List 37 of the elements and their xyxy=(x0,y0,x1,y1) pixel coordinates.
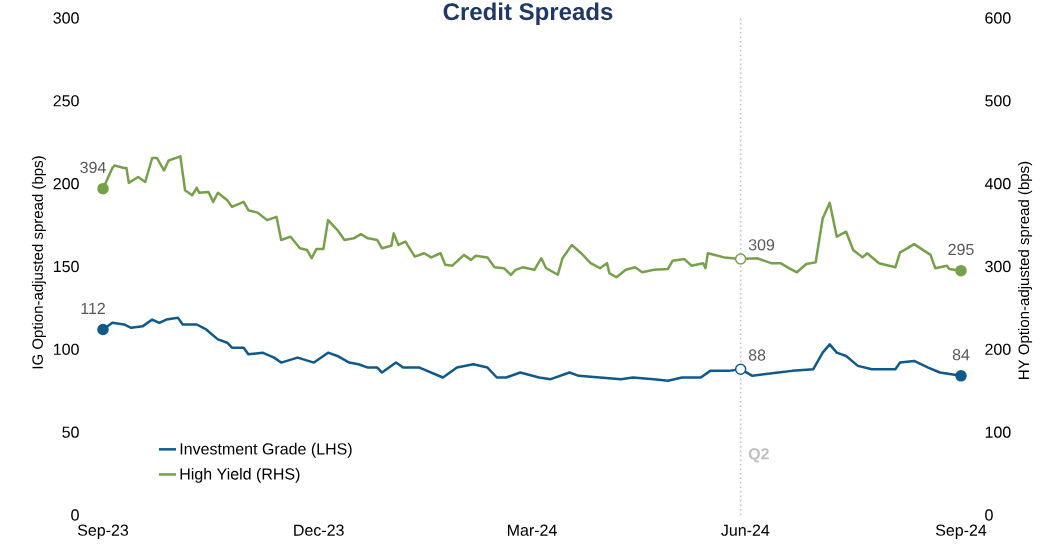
chart-title: Credit Spreads xyxy=(443,2,613,25)
y-tick-label: 200 xyxy=(53,178,79,190)
point xyxy=(734,253,747,265)
legend-label: High Yield (RHS) xyxy=(180,467,300,483)
data-label: 112 xyxy=(81,302,105,314)
point xyxy=(955,370,967,382)
point xyxy=(97,182,109,195)
y-axis-title: IG Option-adjusted spread (bps) xyxy=(31,156,46,369)
x-tick-label: Sep-23 xyxy=(77,524,129,540)
x-tick-label: Mar-24 xyxy=(507,524,557,536)
point xyxy=(97,323,109,336)
y2-tick-label: 100 xyxy=(985,426,1011,438)
data-label: 295 xyxy=(948,243,974,256)
y2-tick-label: 200 xyxy=(985,343,1011,355)
data-label: 394 xyxy=(80,161,106,174)
y2-axis-title: HY Option-adjusted spread (bps) xyxy=(1018,161,1033,379)
y-tick-label: 300 xyxy=(53,12,79,24)
ref-line-label: Q2 xyxy=(748,448,769,463)
point xyxy=(734,363,747,375)
y2-tick-label: 300 xyxy=(985,260,1011,273)
y-tick-label: 250 xyxy=(53,95,79,107)
y2-tick-label: 0 xyxy=(985,509,993,521)
data-label: 84 xyxy=(952,348,970,361)
y2-tick-label: 500 xyxy=(985,95,1011,107)
x-tick-label: Jun-24 xyxy=(721,524,770,536)
data-label: 309 xyxy=(748,239,775,251)
legend-label: Investment Grade (LHS) xyxy=(180,442,352,458)
y2-tick-label: 600 xyxy=(985,12,1011,24)
y-tick-label: 0 xyxy=(71,509,79,521)
y-tick-label: 150 xyxy=(54,260,79,273)
data-label: 88 xyxy=(748,349,766,361)
y2-tick-label: 400 xyxy=(984,178,1011,190)
y-tick-label: 50 xyxy=(62,426,79,438)
point xyxy=(955,264,967,277)
x-tick-label: Dec-23 xyxy=(294,524,344,536)
x-tick-label: Sep-24 xyxy=(935,524,987,540)
y-tick-label: 100 xyxy=(54,343,79,355)
